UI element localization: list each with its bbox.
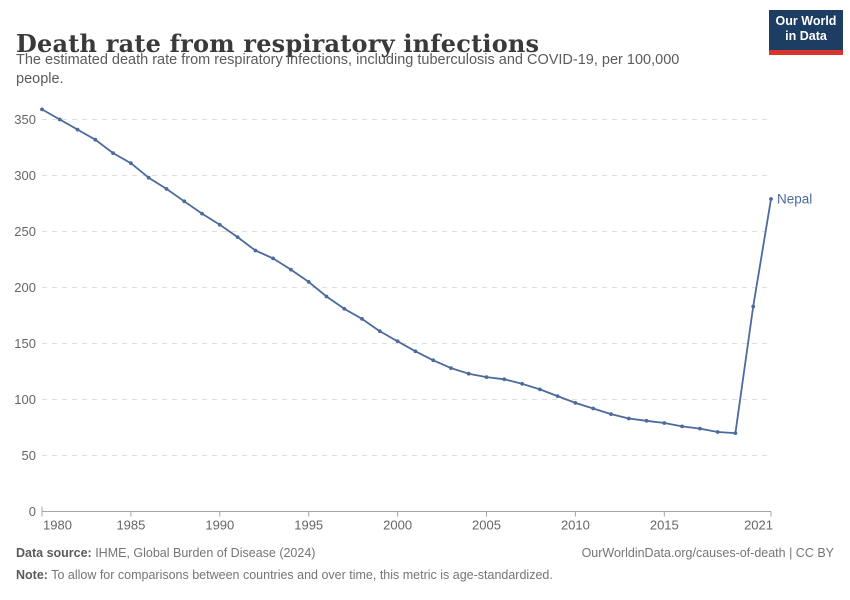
data-point-2021[interactable] — [769, 197, 773, 201]
data-point-2016[interactable] — [680, 424, 684, 429]
y-tick-label-200: 200 — [14, 280, 36, 295]
data-point-1984[interactable] — [111, 151, 115, 155]
y-tick-label-350: 350 — [14, 112, 36, 127]
data-point-2013[interactable] — [626, 416, 631, 421]
data-point-1995[interactable] — [306, 280, 311, 284]
data-point-1981[interactable] — [57, 117, 62, 122]
x-tick-label-2010: 2010 — [561, 518, 590, 533]
x-tick-label-2015: 2015 — [650, 518, 679, 533]
series-label-nepal[interactable]: Nepal — [777, 192, 812, 207]
data-source-label: Data source: — [16, 546, 92, 560]
data-point-1996[interactable] — [324, 294, 329, 299]
data-point-1997[interactable] — [342, 306, 347, 311]
data-point-1989[interactable] — [200, 211, 204, 216]
data-point-2004[interactable] — [466, 371, 471, 376]
data-point-1991[interactable] — [235, 235, 240, 240]
data-point-2003[interactable] — [449, 366, 453, 370]
y-tick-label-150: 150 — [14, 336, 36, 351]
x-tick-label-1995: 1995 — [294, 518, 323, 533]
data-point-2018[interactable] — [715, 430, 720, 434]
data-point-1988[interactable] — [182, 199, 187, 204]
owid-logo[interactable]: Our World in Data — [769, 10, 843, 55]
chart-svg[interactable]: 0 50 100 150 200 250 300 350 1980 1985 1990 1995 200… — [0, 95, 850, 540]
x-tick-label-1990: 1990 — [205, 518, 234, 533]
data-point-2015[interactable] — [662, 421, 667, 425]
x-tick-label-2021: 2021 — [744, 518, 773, 533]
data-point-2007[interactable] — [520, 381, 524, 386]
chart-footer: Data source: IHME, Global Burden of Dise… — [16, 542, 834, 586]
data-point-1985[interactable] — [129, 161, 133, 166]
data-point-1987[interactable] — [164, 187, 169, 191]
chart-subtitle: The estimated death rate from respirator… — [16, 52, 680, 87]
owid-logo-line1: Our World — [775, 14, 837, 28]
data-point-1999[interactable] — [377, 329, 382, 334]
data-point-1983[interactable] — [93, 137, 98, 142]
data-point-1998[interactable] — [360, 317, 364, 321]
note-text: To allow for comparisons between countri… — [47, 568, 553, 582]
data-point-2001[interactable] — [413, 349, 418, 354]
owid-logo-line2: in Data — [785, 29, 827, 43]
owid-url-link[interactable]: OurWorldinData.org/causes-of-death | CC … — [581, 546, 834, 560]
data-point-2000[interactable] — [395, 339, 400, 344]
x-tick-label-2000: 2000 — [383, 518, 412, 533]
y-tick-label-0: 0 — [29, 504, 36, 519]
data-point-1994[interactable] — [289, 267, 293, 272]
data-point-2020[interactable] — [751, 304, 756, 309]
data-point-2011[interactable] — [591, 406, 596, 411]
y-tick-label-50: 50 — [22, 448, 36, 463]
data-point-1982[interactable] — [75, 127, 80, 132]
data-point-2010[interactable] — [573, 401, 578, 405]
data-point-2006[interactable] — [502, 377, 507, 382]
data-source: Data source: IHME, Global Burden of Dise… — [16, 542, 315, 564]
series-line-nepal — [41, 108, 772, 435]
data-point-1986[interactable] — [146, 175, 151, 180]
page-title: Death rate from respiratory infections — [16, 29, 540, 59]
data-point-2014[interactable] — [644, 418, 649, 423]
data-source-text: IHME, Global Burden of Disease (2024) — [91, 546, 316, 560]
data-point-2002[interactable] — [431, 358, 436, 363]
data-point-2009[interactable] — [555, 394, 560, 398]
x-tick-label-1985: 1985 — [116, 518, 145, 533]
data-point-1980[interactable] — [40, 107, 44, 112]
x-tick-label-1980: 1980 — [43, 518, 72, 533]
y-tick-label-100: 100 — [14, 392, 36, 407]
data-point-2019[interactable] — [733, 431, 738, 435]
note-label: Note: — [16, 568, 48, 582]
data-point-2012[interactable] — [609, 412, 613, 416]
y-tick-label-250: 250 — [14, 224, 36, 239]
note: Note: To allow for comparisons between c… — [16, 568, 553, 582]
y-tick-label-300: 300 — [14, 168, 36, 183]
data-point-2008[interactable] — [538, 387, 542, 392]
data-point-2005[interactable] — [484, 375, 489, 379]
x-tick-label-2005: 2005 — [472, 518, 501, 533]
data-point-2017[interactable] — [698, 426, 702, 431]
data-point-1992[interactable] — [253, 248, 258, 253]
data-point-1993[interactable] — [271, 256, 275, 261]
data-point-1990[interactable] — [217, 222, 222, 227]
